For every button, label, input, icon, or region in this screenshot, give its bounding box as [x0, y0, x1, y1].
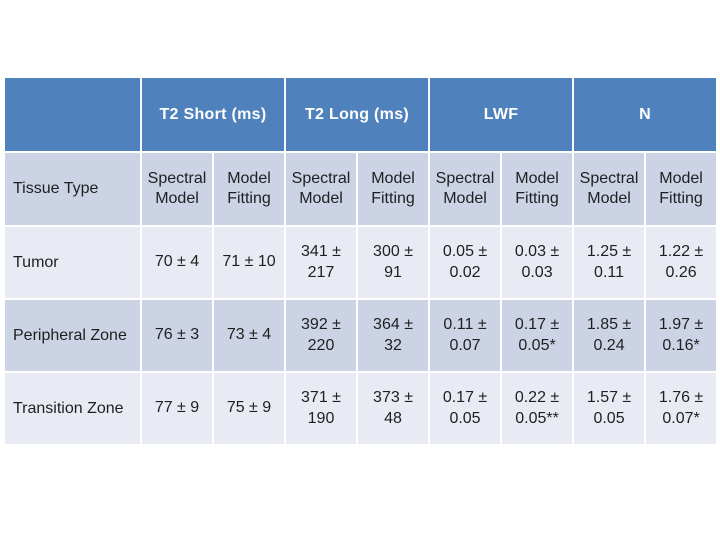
corner-cell	[3, 76, 142, 153]
value-cell: 0.22 ± 0.05**	[500, 371, 575, 446]
subheader-spectral-model-6: Spectral Model	[572, 151, 647, 227]
value-cell: 0.17 ± 0.05*	[500, 298, 575, 373]
value-cell: 0.11 ± 0.07	[428, 298, 503, 373]
table-row-peripheral-zone: Peripheral Zone 76 ± 3 73 ± 4 392 ± 220 364 …	[3, 298, 719, 373]
value-cell: 341 ± 217	[284, 225, 358, 300]
row-label-peripheral-zone: Peripheral Zone	[3, 298, 142, 373]
value-cell: 77 ± 9	[140, 371, 214, 446]
value-cell: 1.97 ± 0.16*	[644, 298, 719, 373]
value-cell: 1.85 ± 0.24	[572, 298, 647, 373]
tissue-type-header: Tissue Type	[3, 151, 142, 227]
value-cell: 0.05 ± 0.02	[428, 225, 503, 300]
value-cell: 1.76 ± 0.07*	[644, 371, 719, 446]
value-cell: 371 ± 190	[284, 371, 358, 446]
group-header-lwf: LWF	[428, 76, 575, 153]
subheader-model-fitting-7: Model Fitting	[644, 151, 719, 227]
results-table: T2 Short (ms) T2 Long (ms) LWF N Tissue Typ…	[3, 76, 719, 446]
subheader-model-fitting-1: Model Fitting	[212, 151, 286, 227]
value-cell: 0.03 ± 0.03	[500, 225, 575, 300]
group-header-t2-long-ms: T2 Long (ms)	[283, 76, 431, 153]
table-body: Tumor 70 ± 4 71 ± 10 341 ± 217 300 ± 91 0.05 …	[3, 225, 719, 446]
value-cell: 73 ± 4	[212, 298, 286, 373]
group-header-t2-short-ms: T2 Short (ms)	[140, 76, 286, 153]
value-cell: 300 ± 91	[355, 225, 431, 300]
row-label-transition-zone: Transition Zone	[3, 371, 142, 446]
table-row-transition-zone: Transition Zone 77 ± 9 75 ± 9 371 ± 190 373 …	[3, 371, 719, 446]
value-cell: 70 ± 4	[140, 225, 214, 300]
table-row-tumor: Tumor 70 ± 4 71 ± 10 341 ± 217 300 ± 91 0.05 …	[3, 225, 719, 300]
group-header-n: N	[572, 76, 719, 153]
row-label-tumor: Tumor	[3, 225, 142, 300]
value-cell: 392 ± 220	[284, 298, 358, 373]
value-cell: 0.17 ± 0.05	[428, 371, 503, 446]
value-cell: 373 ± 48	[355, 371, 431, 446]
value-cell: 75 ± 9	[212, 371, 286, 446]
value-cell: 1.57 ± 0.05	[572, 371, 647, 446]
value-cell: 1.25 ± 0.11	[572, 225, 647, 300]
subheader-model-fitting-5: Model Fitting	[500, 151, 575, 227]
subheader-spectral-model-2: Spectral Model	[284, 151, 358, 227]
header-group-row: T2 Short (ms) T2 Long (ms) LWF N	[3, 76, 719, 153]
subheader-spectral-model-4: Spectral Model	[428, 151, 503, 227]
value-cell: 364 ± 32	[355, 298, 431, 373]
subheader-row: Tissue Type Spectral Model Model Fitting S…	[3, 151, 719, 227]
value-cell: 76 ± 3	[140, 298, 214, 373]
value-cell: 71 ± 10	[212, 225, 286, 300]
value-cell: 1.22 ± 0.26	[644, 225, 719, 300]
subheader-spectral-model-0: Spectral Model	[140, 151, 214, 227]
subheader-model-fitting-3: Model Fitting	[355, 151, 431, 227]
